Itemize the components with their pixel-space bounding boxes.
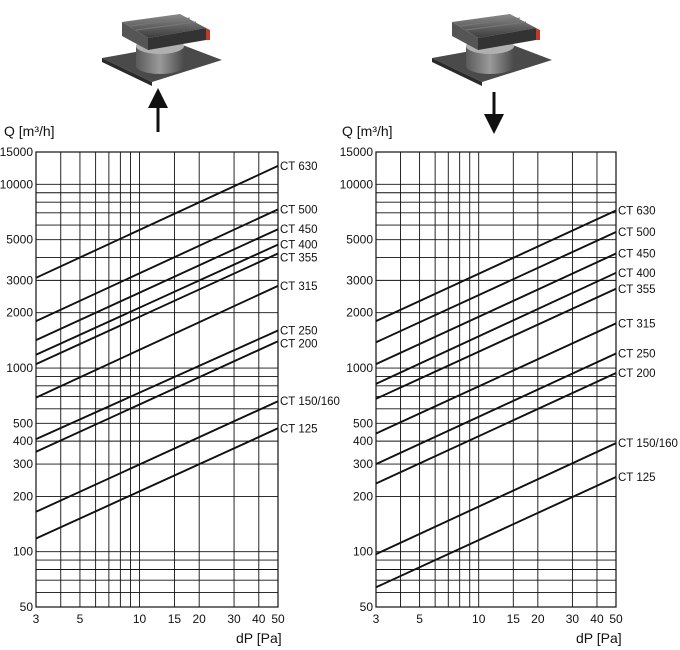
y-tick-label: 3000 — [6, 273, 33, 287]
series-label-ct-450: CT 450 — [280, 224, 318, 236]
series-line-ct-630 — [375, 209, 617, 322]
y-tick-label: 100 — [13, 545, 33, 559]
series-line-ct-400 — [375, 271, 617, 385]
series-line-ct-200 — [35, 340, 279, 453]
x-tick-label: 3 — [373, 612, 380, 626]
y-tick-label: 10000 — [0, 177, 33, 191]
left-x-axis-title: dP [Pa] — [236, 630, 282, 646]
y-tick-label: 2000 — [346, 306, 373, 320]
y-tick-label: 400 — [13, 434, 33, 448]
series-line-ct-355 — [375, 287, 617, 400]
right-plot-area: 50 100 200 300 400 500 1000 2000 3000 5000 10000 15… — [340, 145, 678, 626]
y-tick-label: 15000 — [0, 145, 33, 159]
x-tick-label: 30 — [227, 612, 241, 626]
series-label-ct-315: CT 315 — [280, 281, 318, 293]
series-line-ct-450 — [375, 252, 617, 365]
x-tick-label: 15 — [507, 612, 521, 626]
x-tick-label: 50 — [609, 612, 623, 626]
y-tick-label: 2000 — [6, 306, 33, 320]
series-line-ct-315 — [375, 322, 617, 435]
x-tick-label: 10 — [133, 612, 147, 626]
series-label-ct-630: CT 630 — [280, 161, 318, 173]
series-label-ct-450: CT 450 — [618, 249, 656, 261]
right-y-axis-title: Q [m³/h] — [342, 123, 393, 139]
series-line-ct-400 — [35, 243, 279, 356]
x-tick-label: 3 — [33, 612, 40, 626]
left-chart: Q [m³/h] dP [Pa] 50 100 200 300 400 500 1000 20… — [0, 13, 340, 646]
series-label-ct-250: CT 250 — [618, 348, 656, 360]
right-chart: Q [m³/h] dP [Pa] 50 100 200 300 400 500 1000 20… — [340, 13, 678, 646]
y-tick-label: 5000 — [346, 233, 373, 247]
series-line-ct-450 — [35, 228, 279, 341]
y-tick-label: 50 — [20, 600, 34, 614]
x-tick-label: 20 — [193, 612, 207, 626]
x-tick-label: 50 — [271, 612, 285, 626]
series-line-ct-150-160 — [35, 400, 279, 513]
y-tick-label: 1000 — [346, 361, 373, 375]
left-y-axis-title: Q [m³/h] — [4, 123, 55, 139]
series-label-ct-355: CT 355 — [280, 253, 318, 265]
series-line-ct-150-160 — [375, 442, 617, 555]
plot-frame — [35, 151, 279, 608]
series-label-ct-400: CT 400 — [618, 268, 656, 280]
y-tick-label: 50 — [360, 600, 374, 614]
y-tick-label: 15000 — [340, 145, 374, 159]
series-label-ct-125: CT 125 — [618, 472, 656, 484]
y-tick-label: 500 — [353, 416, 373, 430]
y-tick-label: 500 — [13, 416, 33, 430]
y-tick-label: 200 — [13, 489, 33, 503]
series-line-ct-500 — [375, 231, 617, 344]
series-line-ct-250 — [35, 329, 279, 440]
series-line-ct-315 — [35, 285, 279, 399]
series-line-ct-125 — [35, 427, 279, 540]
plot-frame — [375, 151, 617, 608]
y-tick-label: 300 — [353, 457, 373, 471]
series-label-ct-355: CT 355 — [618, 284, 656, 296]
series-label-ct-200: CT 200 — [618, 368, 656, 380]
x-tick-label: 10 — [472, 612, 486, 626]
y-tick-label: 200 — [353, 489, 373, 503]
series-label-ct-315: CT 315 — [618, 318, 656, 330]
series-line-ct-630 — [35, 165, 279, 279]
series-label-ct-200: CT 200 — [280, 339, 318, 351]
series-label-ct-125: CT 125 — [280, 423, 318, 435]
x-tick-label: 30 — [566, 612, 580, 626]
y-tick-label: 10000 — [340, 177, 374, 191]
x-tick-label: 40 — [252, 612, 266, 626]
series-label-ct-630: CT 630 — [618, 206, 656, 218]
y-tick-label: 5000 — [6, 233, 33, 247]
y-tick-label: 400 — [353, 434, 373, 448]
right-x-axis-title: dP [Pa] — [576, 630, 622, 646]
y-tick-label: 3000 — [346, 273, 373, 287]
series-line-ct-250 — [375, 352, 617, 465]
series-label-ct-400: CT 400 — [280, 240, 318, 252]
series-label-ct-150-160: CT 150/160 — [280, 396, 340, 408]
airflow-arrow-up-icon — [148, 88, 168, 132]
series-line-ct-355 — [35, 252, 279, 365]
roof-vent-image-right — [431, 13, 553, 87]
series-line-ct-200 — [375, 372, 617, 485]
y-tick-label: 100 — [353, 545, 373, 559]
y-tick-label: 1000 — [6, 361, 33, 375]
y-tick-label: 300 — [13, 457, 33, 471]
roof-vent-image-left — [101, 13, 223, 87]
series-label-ct-500: CT 500 — [618, 227, 656, 239]
x-tick-label: 20 — [531, 612, 545, 626]
series-label-ct-150-160: CT 150/160 — [618, 438, 678, 450]
series-line-ct-125 — [375, 476, 617, 589]
series-line-ct-500 — [35, 208, 279, 322]
left-plot-area: 50 100 200 300 400 500 1000 2000 3000 5000 10000 15… — [0, 145, 340, 626]
series-label-ct-500: CT 500 — [280, 204, 318, 216]
airflow-arrow-down-icon — [484, 92, 504, 134]
x-tick-label: 40 — [590, 612, 604, 626]
x-tick-label: 5 — [77, 612, 84, 626]
x-tick-label: 15 — [168, 612, 182, 626]
series-label-ct-250: CT 250 — [280, 326, 318, 338]
x-tick-label: 5 — [416, 612, 423, 626]
